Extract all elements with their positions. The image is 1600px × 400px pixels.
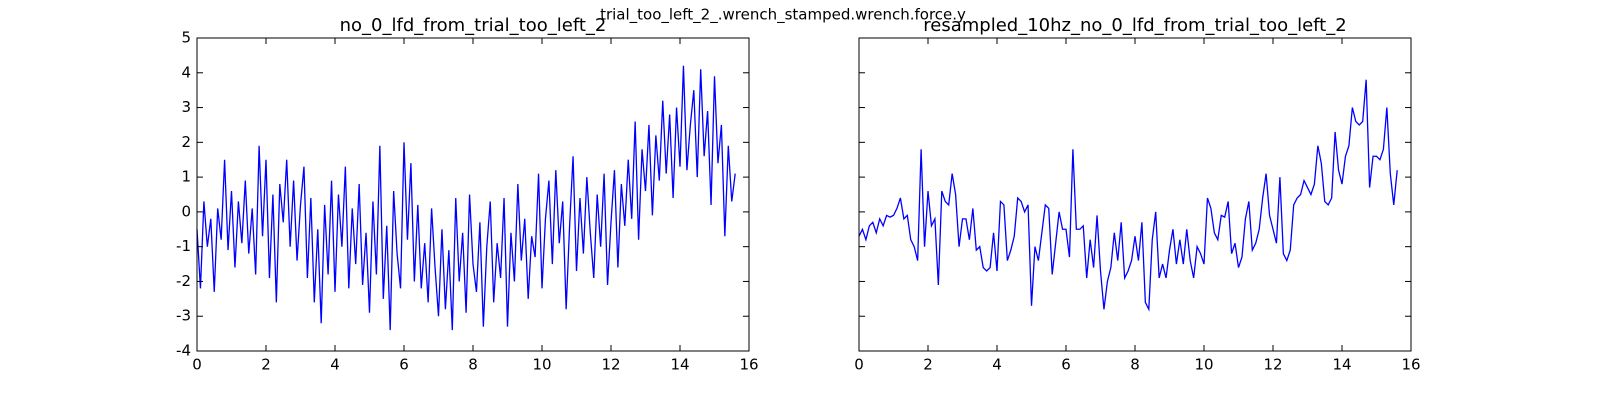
x-tick-label: 4 [330,356,340,374]
y-tick-label: 3 [181,98,191,116]
y-tick-label: 0 [181,202,191,220]
x-tick-label: 12 [1263,356,1282,374]
x-tick-label: 14 [1332,356,1351,374]
x-tick-label: 4 [992,356,1002,374]
axes-title: no_0_lfd_from_trial_too_left_2 [340,15,607,36]
axes-title: resampled_10hz_no_0_lfd_from_trial_too_l… [923,15,1346,36]
x-tick-label: 16 [739,356,758,374]
y-tick-label: 2 [181,133,191,151]
suptitle: trial_too_left_2_.wrench_stamped.wrench.… [600,6,966,25]
x-tick-label: 6 [1061,356,1071,374]
x-tick-label: 12 [601,356,620,374]
y-tick-label: 4 [181,63,191,81]
x-tick-label: 16 [1401,356,1420,374]
y-tick-label: -2 [176,272,191,290]
data-line [196,65,736,331]
x-tick-label: 8 [468,356,478,374]
data-line [858,79,1398,312]
y-tick-label: 1 [181,168,191,186]
y-tick-label: -4 [176,342,191,360]
x-tick-label: 2 [923,356,933,374]
x-tick-label: 14 [670,356,689,374]
y-tick-label: -3 [176,307,191,325]
x-tick-label: 0 [192,356,202,374]
x-tick-label: 2 [261,356,271,374]
y-tick-label: -1 [176,237,191,255]
x-tick-label: 0 [854,356,864,374]
x-tick-label: 10 [1194,356,1213,374]
axes-frame [196,37,750,352]
axes-frame [858,37,1412,352]
x-tick-label: 10 [532,356,551,374]
x-tick-label: 6 [399,356,409,374]
y-tick-label: 5 [181,29,191,47]
x-tick-label: 8 [1130,356,1140,374]
